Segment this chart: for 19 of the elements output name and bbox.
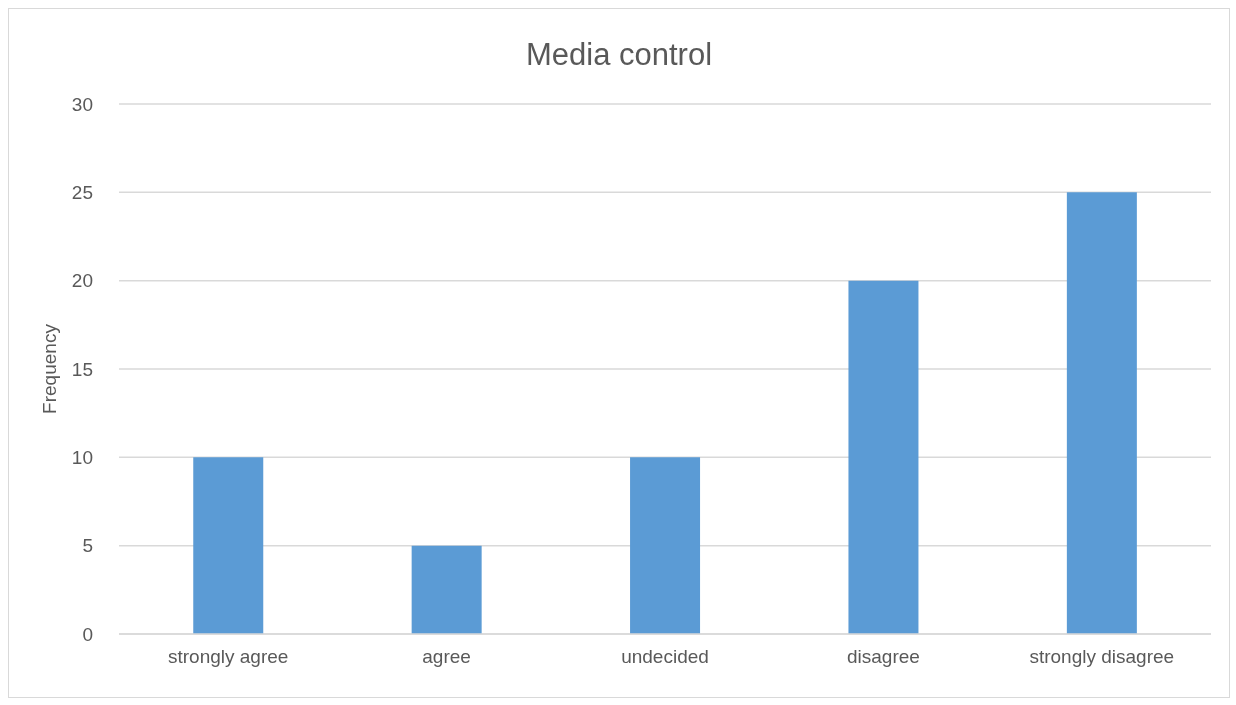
bar (630, 457, 701, 634)
y-axis-title: Frequency (38, 323, 60, 414)
y-tick-label: 20 (71, 270, 93, 292)
x-tick-label: disagree (846, 646, 920, 668)
x-tick-label: undecided (621, 646, 709, 668)
y-tick-label: 10 (71, 447, 93, 469)
bar (411, 545, 482, 634)
x-tick-label: strongly agree (168, 646, 289, 668)
bar (1066, 192, 1137, 634)
y-tick-label: 15 (71, 358, 93, 380)
x-tick-label: strongly disagree (1029, 646, 1175, 668)
bar (193, 457, 264, 634)
x-tick-label: agree (422, 646, 471, 668)
y-tick-label: 30 (71, 93, 93, 115)
y-tick-label: 5 (82, 535, 93, 557)
bar (848, 280, 919, 634)
chart-title: Media control (524, 37, 714, 73)
y-tick-label: 25 (71, 182, 93, 204)
y-tick-label: 0 (82, 623, 93, 645)
